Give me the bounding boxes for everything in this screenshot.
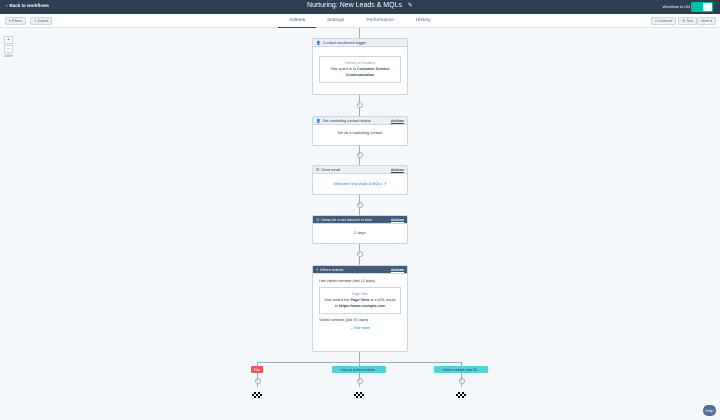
if-then-branch-card[interactable]: ⑂ If/then branch Actions Has visited web… xyxy=(312,265,408,352)
unenroll-button[interactable]: ↺ Unenroll xyxy=(651,17,677,25)
branch-condition: Has visited website (last 12 days) xyxy=(319,279,376,283)
add-action-button[interactable]: + xyxy=(254,378,261,384)
send-email-card[interactable]: ✉ Send email Actions Welcome new leads &… xyxy=(312,165,408,195)
add-action-button[interactable]: + xyxy=(356,102,363,108)
chevron-left-icon: ‹ xyxy=(6,3,8,8)
card-header: ◷ Delay for a set amount of time Actions xyxy=(313,216,407,224)
actions-menu[interactable]: Actions xyxy=(390,267,404,272)
back-to-workflows-link[interactable]: ‹ Back to workflows xyxy=(6,3,50,8)
top-bar: ‹ Back to workflows Nurturing: New Leads… xyxy=(0,0,720,14)
filter-icon: ▾ xyxy=(9,19,11,23)
branch-icon: ⑂ xyxy=(316,267,319,272)
branch-tag-not-visited[interactable]: Has not visited website... xyxy=(332,366,386,373)
test-button[interactable]: ⚗ Test xyxy=(678,17,697,25)
add-action-button[interactable]: + xyxy=(458,378,465,384)
add-action-button[interactable]: + xyxy=(356,152,363,158)
set-marketing-status-card[interactable]: 👤 Set marketing contact status Actions S… xyxy=(312,116,408,146)
tab-actions[interactable]: Actions xyxy=(278,14,316,28)
filters-button[interactable]: ▾ Filters xyxy=(5,17,26,25)
connector-line xyxy=(359,28,360,38)
zoom-out-button[interactable]: − xyxy=(4,45,13,53)
workflow-on-toggle[interactable] xyxy=(691,2,713,12)
workflow-title[interactable]: Nurturing: New Leads & MQLs ✎ xyxy=(307,2,413,9)
undo-icon: ↺ xyxy=(655,19,659,23)
add-action-button[interactable]: + xyxy=(356,251,363,257)
actions-menu[interactable]: Actions xyxy=(390,217,404,222)
branch-tag-else[interactable]: Else xyxy=(251,366,263,373)
actions-menu[interactable]: Actions xyxy=(390,118,404,123)
flask-icon: ⚗ xyxy=(682,19,686,23)
branch-tag-visited[interactable]: Visited website (last 90... xyxy=(434,366,488,373)
zoom-controls: + − 100% xyxy=(4,36,13,58)
add-action-button[interactable]: + xyxy=(356,378,363,384)
end-flag-icon xyxy=(252,392,262,398)
tab-bar: Actions Settings Performance History xyxy=(0,14,720,28)
more-button[interactable]: More ▾ xyxy=(697,17,717,25)
tab-settings[interactable]: Settings xyxy=(326,18,345,23)
clock-icon: ◷ xyxy=(316,218,320,222)
export-icon: ⇩ xyxy=(34,19,38,23)
user-icon: 👤 xyxy=(316,41,321,45)
branch-condition: Visited website (last 90 days) xyxy=(319,318,369,322)
end-flag-icon xyxy=(354,392,364,398)
card-header: ⑂ If/then branch Actions xyxy=(313,266,407,274)
end-flag-icon xyxy=(456,392,466,398)
help-button[interactable]: Help xyxy=(703,405,716,416)
card-header: ✉ Send email Actions xyxy=(313,166,407,174)
export-button[interactable]: ⇩ Export xyxy=(30,17,53,25)
see-more-link[interactable]: ⌄ See more xyxy=(350,326,370,330)
sub-toolbar: Actions Settings Performance History ▾ Fi… xyxy=(0,14,720,28)
email-link[interactable]: Welcome new leads & MQLs ↗ xyxy=(333,182,387,186)
zoom-in-button[interactable]: + xyxy=(4,36,13,44)
chevron-down-icon: ▾ xyxy=(710,19,713,23)
zoom-level: 100% xyxy=(4,54,13,58)
actions-menu[interactable]: Actions xyxy=(390,167,404,172)
email-icon: ✉ xyxy=(316,168,320,172)
external-link-icon: ↗ xyxy=(383,182,387,186)
workflow-status: Workflow is ON xyxy=(662,4,690,9)
card-header: 👤 Set marketing contact status Actions xyxy=(313,117,407,125)
add-action-button[interactable]: + xyxy=(356,202,363,208)
enrollment-trigger-card[interactable]: 👤 Contact enrollment trigger Refresh & C… xyxy=(312,38,408,95)
user-icon: 👤 xyxy=(316,119,321,123)
pencil-icon[interactable]: ✎ xyxy=(407,3,413,9)
trigger-criteria-box: Refresh & Condition Has opted in to Cust… xyxy=(319,56,401,83)
tab-performance[interactable]: Performance xyxy=(366,18,394,23)
card-header: 👤 Contact enrollment trigger xyxy=(313,39,407,47)
tab-history[interactable]: History xyxy=(415,18,431,23)
delay-card[interactable]: ◷ Delay for a set amount of time Actions… xyxy=(312,215,408,244)
chevron-down-icon: ⌄ xyxy=(350,326,354,330)
connector-line xyxy=(359,352,360,362)
branch-criteria-box: Page View Has visited the Page View of a… xyxy=(319,287,401,314)
